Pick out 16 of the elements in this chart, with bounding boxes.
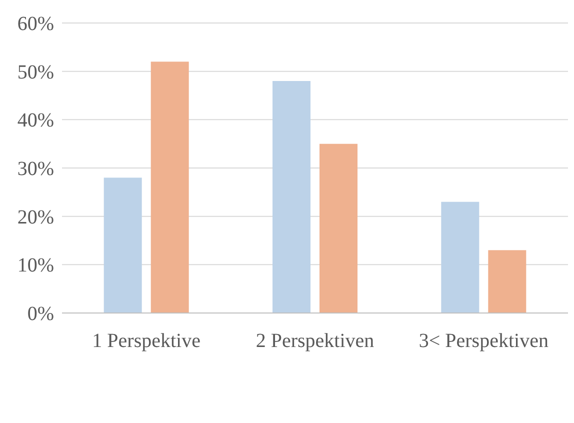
bar <box>320 144 358 313</box>
y-tick-label: 40% <box>17 110 54 132</box>
y-tick-label: 30% <box>17 158 54 180</box>
bar <box>150 62 189 313</box>
x-tick-label: 1 Perspektive <box>92 330 201 352</box>
y-tick-label: 0% <box>27 303 54 325</box>
y-tick-label: 50% <box>17 61 54 84</box>
bar <box>104 178 142 313</box>
x-tick-label: 2 Perspektiven <box>256 330 374 352</box>
x-tick-label: 3< Perspektiven <box>418 330 548 352</box>
bar <box>272 81 310 313</box>
y-tick-label: 10% <box>17 254 54 277</box>
bar <box>488 250 526 313</box>
y-tick-label: 60% <box>17 13 54 35</box>
y-tick-label: 20% <box>17 206 54 228</box>
bar <box>441 202 480 313</box>
